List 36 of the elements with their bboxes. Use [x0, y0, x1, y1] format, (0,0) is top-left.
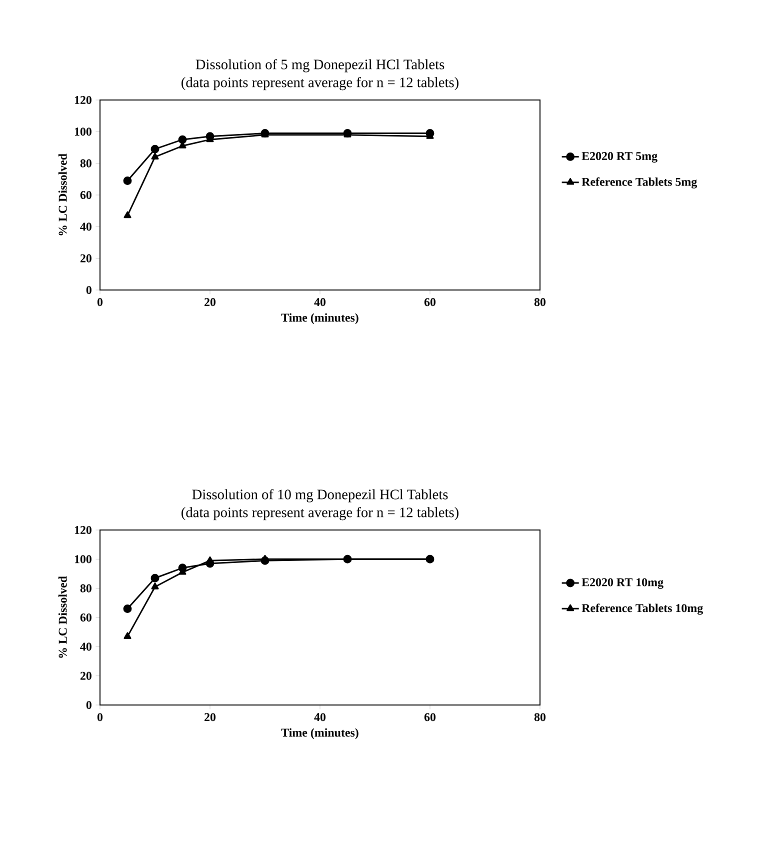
y-tick-label: 60 [80, 190, 92, 200]
y-tick-label: 40 [80, 642, 92, 651]
legend-label: E2020 RT 5mg [582, 152, 658, 163]
x-tick-label: 40 [314, 298, 326, 306]
y-tick-label: 0 [86, 700, 92, 710]
x-tick-label: 40 [314, 713, 326, 722]
x-tick-label: 80 [534, 298, 546, 306]
y-tick-label: 80 [80, 159, 92, 168]
y-tick-label: 100 [74, 128, 92, 136]
y-tick-label: 80 [80, 584, 92, 592]
x-axis-title: Time (minutes) [281, 728, 358, 740]
y-tick-label: 20 [80, 254, 92, 262]
y-tick-label: 20 [80, 672, 92, 680]
legend-label: Reference Tablets 10mg [582, 604, 703, 615]
x-tick-label: 0 [97, 713, 103, 722]
x-tick-label: 0 [97, 298, 103, 306]
y-tick-label: 100 [74, 555, 92, 564]
chart-subtitle: (data points represent average for n = 12 tablets) [182, 77, 458, 90]
x-tick-label: 20 [204, 298, 216, 306]
x-tick-label: 20 [204, 713, 216, 722]
chart-subtitle: (data points represent average for n = 12 tablets) [182, 507, 458, 520]
chart-title: Dissolution of 5 mg Donepezil HCl Tablets [196, 59, 444, 72]
chart-title: Dissolution of 10 mg Donepezil HCl Tablets [192, 489, 448, 502]
y-axis-title: % LC Dissolved [58, 154, 67, 236]
x-axis-title: Time (minutes) [281, 313, 358, 324]
y-axis-title: % LC Dissolved [58, 576, 67, 658]
legend-label: Reference Tablets 5mg [582, 177, 698, 188]
y-tick-label: 0 [86, 286, 92, 294]
x-tick-label: 60 [424, 713, 436, 722]
y-tick-label: 40 [80, 222, 92, 231]
x-tick-label: 60 [424, 298, 436, 306]
legend-label: E2020 RT 10mg [582, 578, 664, 589]
x-tick-label: 80 [534, 713, 546, 722]
y-tick-label: 120 [74, 526, 92, 534]
y-tick-label: 60 [80, 613, 92, 622]
y-tick-label: 120 [74, 96, 92, 104]
